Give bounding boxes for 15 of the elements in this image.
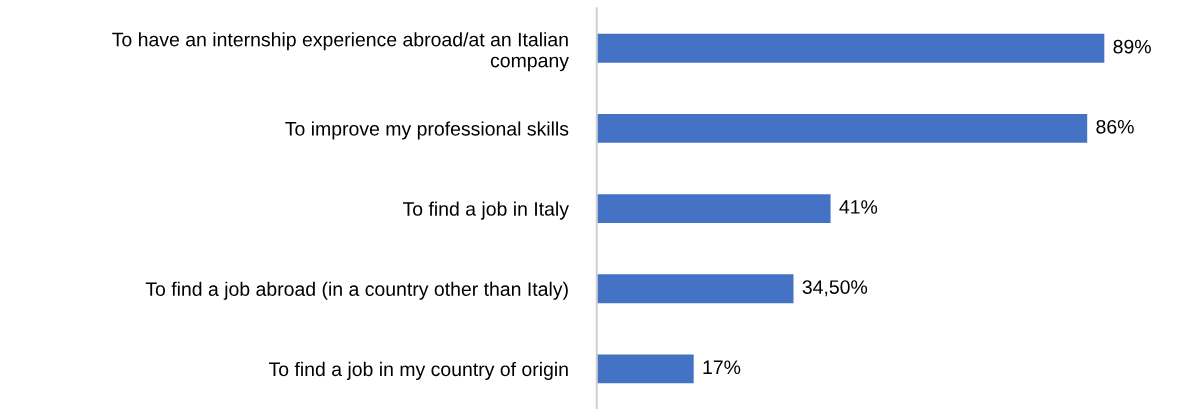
data-label: 89%	[1113, 39, 1151, 54]
bar	[596, 274, 794, 304]
y-tick-label: To find a job in Italy	[402, 201, 569, 220]
bar	[596, 354, 694, 384]
y-tick-label: To find a job in my country of origin	[268, 361, 568, 380]
bar	[596, 33, 1105, 63]
data-label: 34,50%	[802, 280, 868, 297]
bar	[596, 194, 831, 224]
data-label: 17%	[703, 360, 741, 375]
data-label: 41%	[839, 200, 878, 214]
y-tick-label: To find a job abroad (in a country other than Italy)	[145, 281, 568, 300]
data-label: 86%	[1096, 119, 1134, 134]
y-tick-label: To improve my professional skills	[285, 121, 569, 140]
y-tick-label: To have an internship experience abroad/at an Italian company	[112, 32, 569, 72]
bar	[596, 114, 1088, 143]
